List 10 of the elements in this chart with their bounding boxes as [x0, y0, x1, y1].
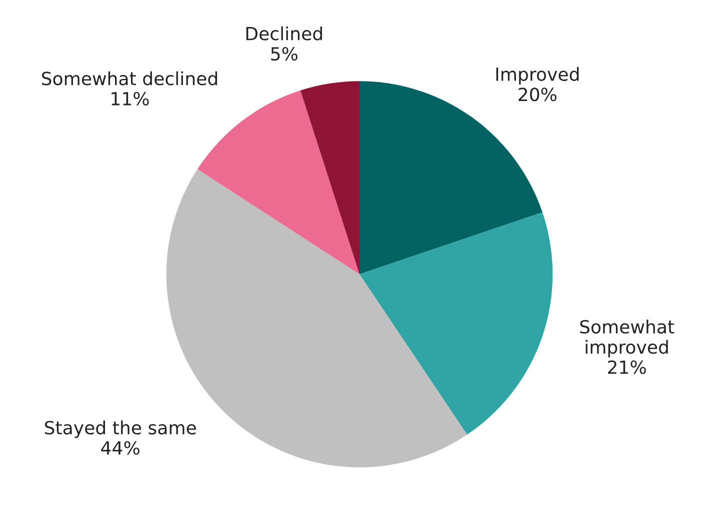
data-label: 20%: [518, 88, 556, 102]
data-label: 5%: [271, 46, 298, 61]
slice-label: Declined: [246, 26, 322, 40]
slice-label: Somewhat improved: [580, 320, 674, 358]
data-label: 11%: [112, 92, 149, 106]
data-label: 21%: [608, 360, 646, 374]
slice-label: Somewhat declined: [42, 71, 218, 86]
slice-label: Stayed the same: [44, 420, 196, 438]
data-label: 44%: [101, 441, 140, 455]
slice-label: Improved: [496, 67, 579, 85]
